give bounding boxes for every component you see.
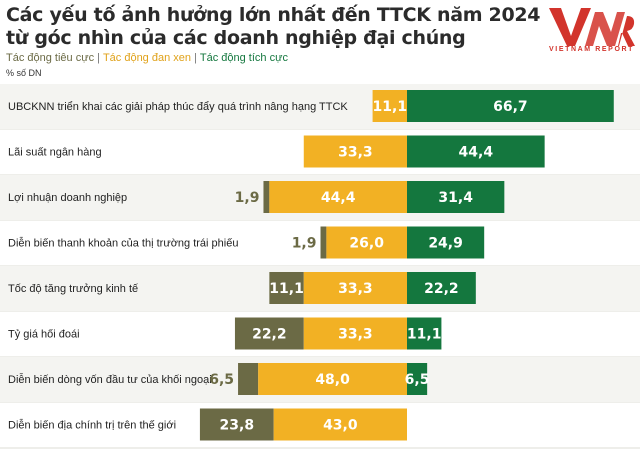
value-label: 33,3 — [338, 281, 373, 297]
legend-positive: Tác động tích cực — [199, 52, 288, 64]
value-label: 33,3 — [338, 145, 373, 161]
category-label: Diễn biến địa chính trị trên thế giới — [8, 419, 176, 432]
legend-separator: | — [194, 52, 197, 64]
category-label: Lãi suất ngân hàng — [8, 147, 102, 159]
value-label: 33,3 — [338, 327, 373, 343]
bar-mixed — [303, 135, 407, 168]
value-label: 1,9 — [292, 236, 317, 252]
bar-negative — [320, 226, 327, 259]
value-label: 24,9 — [428, 236, 463, 252]
value-label: 48,0 — [315, 372, 350, 388]
bar-mixed — [303, 272, 407, 304]
value-label: 6,5 — [209, 372, 234, 388]
legend-mixed: Tác động đan xen — [102, 52, 192, 64]
value-label: 23,8 — [220, 418, 255, 434]
row-band — [0, 220, 640, 266]
value-label: 43,0 — [323, 418, 358, 434]
bar-negative — [263, 181, 270, 213]
bar-positive — [407, 90, 614, 122]
bar-positive — [407, 226, 485, 259]
category-label: Lợi nhuận doanh nghiệp — [8, 192, 127, 204]
value-label: 11,1 — [373, 99, 408, 115]
value-label: 22,2 — [252, 327, 287, 343]
category-label: UBCKNN triển khai các giải pháp thúc đẩy… — [8, 101, 348, 113]
bar-mixed — [269, 181, 407, 213]
bar-negative — [269, 272, 304, 304]
bar-positive — [407, 135, 545, 168]
bar-mixed — [273, 408, 407, 441]
value-label: 66,7 — [493, 99, 528, 115]
value-label: 31,4 — [438, 190, 473, 206]
bar-positive — [407, 181, 505, 213]
value-label: 44,4 — [459, 145, 494, 161]
value-label: 44,4 — [321, 190, 356, 206]
value-label: 26,0 — [349, 236, 384, 252]
value-label: 1,9 — [235, 190, 260, 206]
logo-text: VIETNAM REPORT — [549, 46, 635, 53]
category-label: Diễn biến thanh khoản của thị trường trá… — [8, 237, 238, 250]
unit-label: % số DN — [6, 68, 42, 78]
vnr-logo-icon — [549, 8, 635, 46]
category-label: Tỷ giá hối đoái — [8, 329, 80, 341]
value-label: 11,1 — [407, 327, 442, 343]
bar-positive — [407, 363, 428, 395]
bar-mixed — [258, 363, 407, 395]
bar-positive — [407, 317, 442, 350]
chart-subtitle: từ góc nhìn của các doanh nghiệp đại chú… — [6, 27, 466, 49]
bar-mixed — [372, 90, 407, 122]
legend: Tác động tiêu cực | Tác động đan xen | Tác đ… — [6, 52, 288, 64]
value-label: 6,5 — [405, 372, 430, 388]
bar-mixed — [326, 226, 407, 259]
bar-mixed — [303, 317, 407, 350]
value-label: 11,1 — [269, 281, 304, 297]
value-label: 22,2 — [424, 281, 459, 297]
category-label: Tốc độ tăng trưởng kinh tế — [8, 283, 138, 295]
bar-negative — [199, 408, 274, 441]
bar-positive — [407, 272, 476, 304]
legend-separator: | — [97, 52, 100, 64]
chart-title: Các yếu tố ảnh hưởng lớn nhất đến TTCK n… — [6, 4, 541, 26]
bar-negative — [238, 363, 259, 395]
bar-negative — [234, 317, 304, 350]
category-label: Diễn biến dòng vốn đầu tư của khối ngoại — [8, 373, 212, 386]
legend-negative: Tác động tiêu cực — [6, 52, 95, 64]
